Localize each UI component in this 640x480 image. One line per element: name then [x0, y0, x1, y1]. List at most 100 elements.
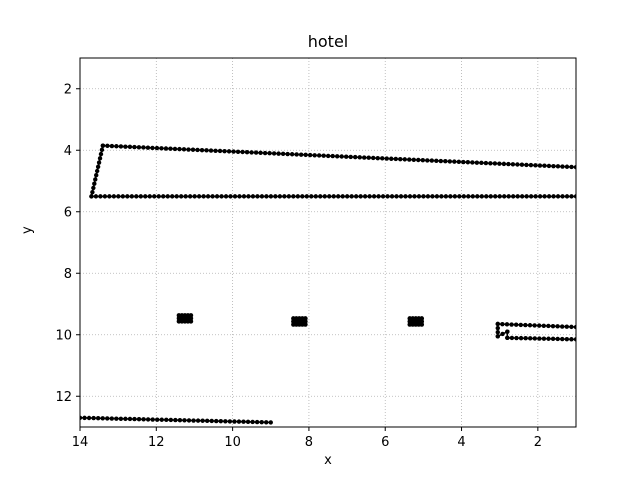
scatter-point [236, 419, 242, 424]
scatter-point [560, 164, 565, 169]
scatter-point [222, 148, 227, 154]
scatter-point [226, 149, 232, 154]
scatter-point [245, 419, 251, 425]
scatter-point [300, 194, 305, 199]
scatter-point [118, 144, 124, 149]
scatter-point [330, 153, 335, 159]
scatter-point [205, 194, 211, 199]
scatter-point [95, 416, 101, 421]
scatter-point [147, 194, 152, 199]
scatter-point [241, 419, 246, 424]
scatter-point [334, 154, 340, 159]
scatter-point [492, 161, 498, 166]
scatter-point [322, 194, 327, 199]
scatter-point [430, 194, 435, 199]
scatter-point [327, 194, 332, 199]
scatter-point [267, 151, 272, 156]
scatter-point [514, 335, 519, 341]
scatter-point [510, 162, 516, 167]
scatter-point [136, 145, 142, 150]
scatter-point [312, 153, 317, 158]
scatter-point [344, 154, 349, 159]
scatter-point [532, 336, 537, 341]
scatter-point [366, 155, 371, 160]
scatter-point [134, 194, 139, 199]
scatter-point [371, 194, 377, 199]
scatter-point [111, 194, 117, 199]
scatter-point [289, 152, 295, 157]
scatter-point [546, 163, 552, 169]
scatter-point [546, 336, 551, 341]
scatter-point [389, 156, 394, 161]
scatter-point [285, 151, 290, 157]
scatter-point [528, 162, 534, 168]
scatter-point [452, 194, 458, 199]
scatter-point [411, 157, 416, 162]
scatter-point [448, 194, 453, 199]
scatter-point [91, 185, 96, 191]
scatter-point [555, 336, 560, 342]
scatter-point [550, 336, 556, 342]
scatter-point [268, 194, 274, 199]
scatter-point [253, 150, 259, 155]
x-tick-label: 4 [457, 435, 465, 450]
scatter-point [495, 321, 500, 327]
scatter-point [118, 416, 124, 421]
scatter-point [344, 194, 350, 199]
scatter-point [170, 194, 175, 199]
scatter-point [105, 143, 110, 149]
scatter-point [141, 145, 146, 150]
scatter-point [235, 149, 241, 154]
scatter-point [255, 194, 260, 199]
scatter-point [513, 322, 519, 327]
x-axis-label: x [324, 453, 332, 468]
scatter-point [196, 194, 202, 199]
scatter-point [240, 149, 245, 155]
scatter-point [536, 323, 542, 328]
scatter-point [524, 194, 529, 199]
scatter-point [500, 331, 505, 337]
scatter-point [250, 194, 256, 199]
scatter-point [80, 415, 83, 420]
scatter-point [470, 160, 475, 165]
scatter-point [537, 336, 542, 341]
y-tick-label: 2 [64, 82, 72, 97]
scatter-point [375, 155, 380, 161]
scatter-point [127, 416, 133, 422]
chart-title: hotel [307, 32, 349, 51]
scatter-point [123, 144, 128, 149]
scatter-point [376, 194, 381, 199]
scatter-point [398, 194, 404, 199]
scatter-point [82, 415, 87, 421]
scatter-point [560, 336, 565, 342]
scatter-point [91, 415, 96, 421]
scatter-point [504, 322, 510, 327]
scatter-point [313, 194, 318, 199]
scatter-point [353, 194, 359, 199]
scatter-point [258, 150, 263, 156]
scatter-point [264, 420, 269, 425]
scatter-point [479, 160, 484, 166]
scatter-point [495, 325, 500, 331]
y-tick-label: 8 [64, 267, 72, 282]
scatter-point [546, 194, 552, 199]
scatter-point [123, 416, 128, 422]
scatter-point [186, 418, 192, 423]
scatter-point [505, 335, 510, 341]
scatter-point [164, 417, 169, 423]
scatter-point [495, 334, 500, 339]
scatter-point [325, 153, 331, 159]
y-tick-label: 6 [64, 205, 72, 220]
scatter-point [509, 335, 515, 341]
scatter-point [254, 419, 260, 425]
scatter-point [214, 418, 219, 424]
scatter-point [509, 322, 514, 327]
scatter-point [127, 144, 133, 150]
scatter-point [114, 144, 119, 149]
scatter-point [465, 160, 471, 165]
scatter-point [443, 194, 449, 199]
scatter-point [213, 148, 218, 153]
scatter-point [187, 194, 193, 199]
scatter-point [524, 162, 529, 168]
